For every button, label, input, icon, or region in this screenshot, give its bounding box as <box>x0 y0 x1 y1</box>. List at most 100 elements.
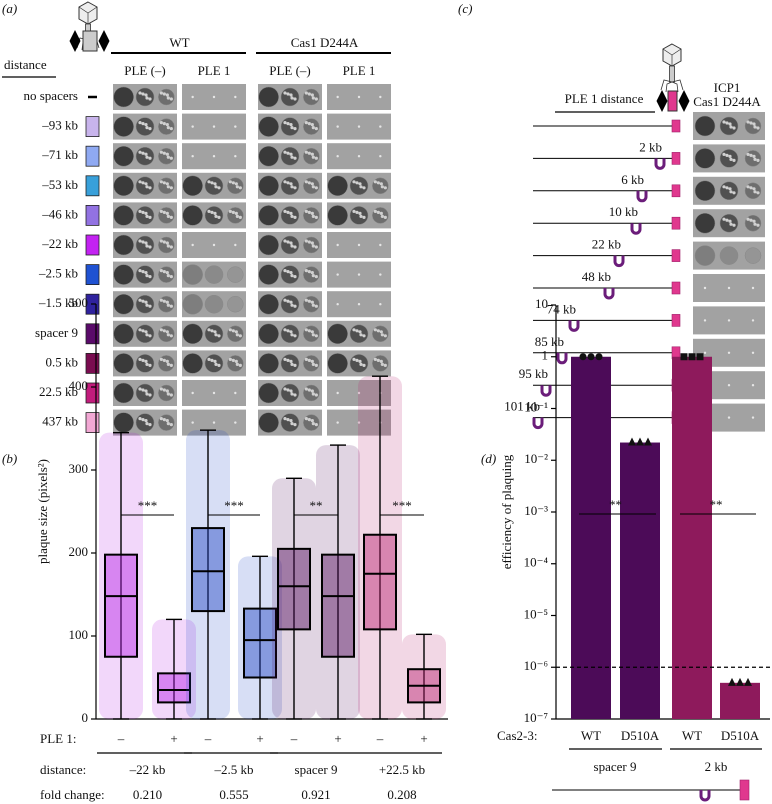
plaque <box>373 328 377 332</box>
plaque <box>144 211 148 215</box>
plaque <box>311 303 315 307</box>
plaque <box>169 393 173 397</box>
plaque <box>138 417 142 421</box>
plaque <box>289 211 293 215</box>
plaque <box>290 155 294 159</box>
plaque <box>169 245 173 249</box>
plaque <box>145 185 149 189</box>
plaque <box>231 210 235 214</box>
plaque <box>383 363 387 367</box>
diamond-icon <box>69 30 81 52</box>
plaque-spot <box>303 236 320 254</box>
plaque <box>141 92 145 96</box>
row-color-swatch <box>85 352 100 374</box>
plaque <box>141 299 145 303</box>
plaque <box>722 185 726 189</box>
ple-marker <box>671 119 681 133</box>
protospacer-hook <box>630 223 642 235</box>
ple-sign: + <box>334 731 341 746</box>
plaque <box>162 299 166 303</box>
plaque-spot <box>357 391 361 395</box>
row-color-swatch <box>85 323 100 345</box>
plaque <box>307 388 311 392</box>
plaque <box>228 357 232 361</box>
plaque <box>352 328 356 332</box>
plaque <box>307 122 311 126</box>
plaque-spot <box>158 88 175 106</box>
plaque <box>162 388 166 392</box>
plaque <box>352 180 356 184</box>
plaque <box>311 155 315 159</box>
plaque <box>383 334 387 338</box>
plaque <box>355 358 359 362</box>
plaque <box>310 389 314 393</box>
plaque <box>165 271 169 275</box>
plaque-spot <box>191 155 194 158</box>
plaque <box>141 151 145 155</box>
plaque <box>145 96 149 100</box>
plaque <box>159 121 163 125</box>
group-header: Cas1 D244A <box>291 35 359 50</box>
plaque-spot <box>727 319 731 322</box>
plaque-spot <box>113 234 134 256</box>
plaque <box>289 123 293 127</box>
plaque-spot <box>182 205 203 226</box>
plaque <box>307 329 311 333</box>
plaque-spot <box>204 294 224 314</box>
plaque <box>314 363 318 367</box>
plaque-spot <box>379 155 382 158</box>
plaque-spot <box>303 325 320 343</box>
plaque <box>304 417 308 421</box>
plaque <box>162 418 166 422</box>
plaque <box>304 239 308 243</box>
plaque <box>289 93 293 97</box>
plaque <box>290 422 294 426</box>
plaque-spot <box>234 125 237 128</box>
plaque-spot <box>349 206 369 225</box>
plaque <box>352 357 356 361</box>
plaque-spot <box>258 382 279 404</box>
plaque <box>166 333 170 337</box>
plaque-spot <box>191 243 194 247</box>
panel-label: (b) <box>2 451 17 466</box>
plaque-spot <box>303 118 320 135</box>
plaque <box>753 157 757 161</box>
plaque <box>214 362 218 366</box>
plaque <box>217 215 221 219</box>
plaque <box>159 239 163 243</box>
plaque <box>314 215 318 219</box>
plaque <box>311 126 315 130</box>
plaque <box>310 211 314 215</box>
plaque <box>235 362 239 366</box>
plaque <box>159 91 163 95</box>
plaque-spot <box>158 325 175 343</box>
plaque <box>293 245 297 249</box>
replicate-point <box>587 353 595 361</box>
plaque <box>148 423 152 427</box>
plaque <box>210 210 214 214</box>
plaque <box>217 363 221 367</box>
plaque-spot <box>258 175 279 197</box>
plaque-spot <box>280 413 300 432</box>
distance-label: +22.5 kb <box>379 762 425 777</box>
distance-label: 22 kb <box>592 237 621 252</box>
plaque <box>729 157 733 161</box>
plaque <box>238 363 242 367</box>
plaque-spot <box>727 286 731 290</box>
row-color-swatch <box>85 204 100 226</box>
distance-label: 74 kb <box>547 301 576 316</box>
ple-marker <box>671 314 681 327</box>
plaque <box>729 125 733 129</box>
plaque <box>379 182 383 186</box>
plaque <box>746 217 750 221</box>
plaque <box>148 393 152 397</box>
plaque <box>144 419 148 423</box>
plaque <box>169 97 173 101</box>
protospacer-hook <box>556 352 568 365</box>
distance-label: 48 kb <box>582 269 611 284</box>
plaque-spot <box>135 413 155 432</box>
y-tick-label: 1 <box>542 348 549 363</box>
plaque <box>148 127 152 131</box>
plaque <box>169 215 173 219</box>
plaque <box>304 121 308 125</box>
